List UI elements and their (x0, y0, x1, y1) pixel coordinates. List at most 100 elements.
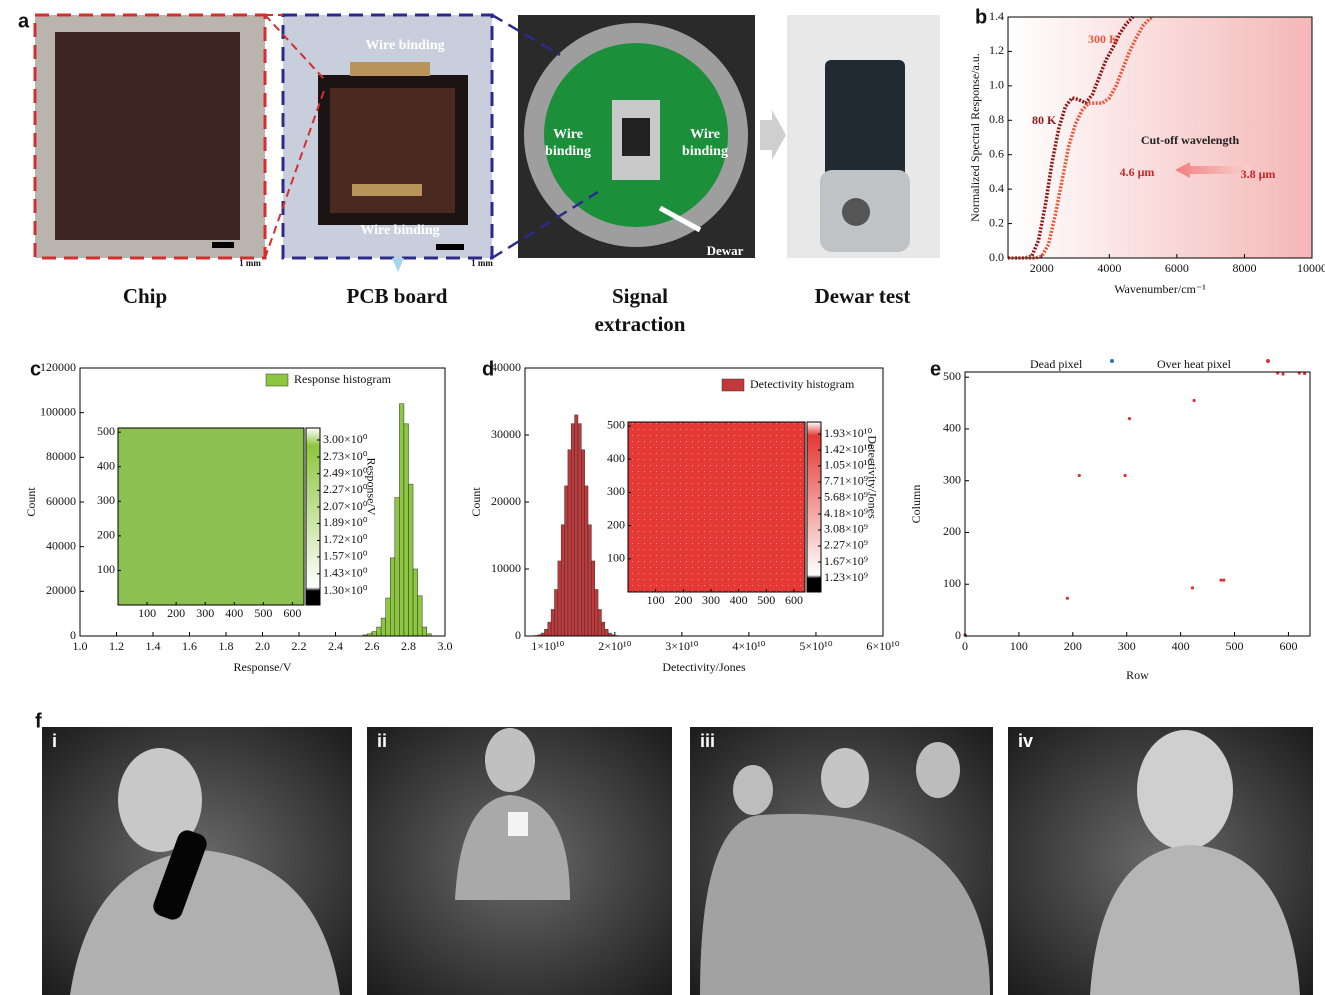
x-tick-label: 1.2 (109, 639, 124, 653)
x-tick-label: 200 (1064, 639, 1082, 653)
histogram-bar (587, 524, 592, 637)
annotation: Wire binding (682, 127, 728, 159)
histogram-bar (594, 589, 599, 637)
histogram-bar (571, 423, 575, 637)
inset-y-tick-label: 500 (97, 424, 115, 438)
histogram-bar (567, 449, 572, 637)
x-tick-label: 0 (962, 639, 968, 653)
arrow (760, 110, 786, 160)
y-axis-label: Column (909, 485, 923, 524)
plot-frame (964, 371, 1311, 637)
y-tick-label: 100000 (40, 404, 76, 418)
inset-y-tick-label: 400 (607, 451, 625, 465)
x-tick-label: 2000 (1030, 261, 1054, 275)
x-tick-label: 2.6 (365, 639, 380, 653)
scatter-point (1192, 398, 1196, 403)
histogram-bar (577, 423, 582, 637)
x-tick-label: 100 (1010, 639, 1028, 653)
x-axis-label: Row (1126, 668, 1149, 682)
x-axis-label: Wavenumber/cm⁻¹ (1114, 282, 1206, 296)
inset-y-tick-label: 200 (607, 517, 625, 531)
histogram-bar (564, 485, 569, 637)
x-tick-label: 4000 (1097, 261, 1121, 275)
panel-label: d (482, 358, 494, 380)
x-tick-label: 2.8 (401, 639, 416, 653)
histogram-bar (408, 483, 414, 637)
histogram-bar (584, 485, 589, 637)
panel-label: b (975, 6, 987, 28)
x-tick-label: 2.0 (255, 639, 270, 653)
caption: Signal extraction (594, 284, 686, 336)
y-tick-label: 500 (943, 369, 961, 383)
x-tick-label: 600 (1279, 639, 1297, 653)
inset-x-tick-label: 300 (702, 593, 720, 607)
colorbar-tick-label: 1.89×10⁰ (323, 515, 368, 529)
x-tick-label: 2.4 (328, 639, 343, 653)
photo-signal (491, 13, 755, 260)
y-tick-label: 1.0 (989, 78, 1004, 92)
arrow (1175, 162, 1250, 178)
inset-x-tick-label: 100 (647, 593, 665, 607)
colorbar-tick-label: 1.30×10⁰ (323, 583, 368, 597)
histogram-bar (544, 629, 549, 637)
histogram-bar (557, 560, 562, 637)
x-tick-label: 10000 (1297, 261, 1325, 275)
annotation: 4.6 μm (1120, 165, 1155, 179)
heatmap (117, 427, 305, 606)
y-tick-label: 40000 (46, 538, 76, 552)
x-tick-label: 500 (1226, 639, 1244, 653)
x-tick-label: 6000 (1165, 261, 1189, 275)
photo-label: i (52, 731, 57, 751)
scale-label: 1 mm (239, 258, 261, 268)
colorbar-tick-label: 1.57×10⁰ (323, 549, 368, 563)
histogram-bar (597, 609, 602, 637)
histogram-bar (560, 524, 565, 637)
scatter-point (1219, 578, 1223, 582)
histogram-bar (421, 626, 427, 637)
panel-label: e (930, 358, 941, 380)
caption: PCB board (346, 284, 448, 308)
inset-y-tick-label: 100 (607, 551, 625, 565)
data-line (1008, 15, 1155, 260)
inset-x-tick-label: 400 (730, 593, 748, 607)
scatter-point (1077, 473, 1081, 478)
legend-marker (1266, 359, 1270, 363)
photo-chip (33, 13, 267, 260)
y-tick-label: 20000 (491, 494, 521, 508)
colorbar-label: Detectivity/Jones (865, 435, 879, 519)
y-axis-label: Normalized Spectral Response/a.u. (968, 53, 982, 222)
scale-label: 1 mm (471, 258, 493, 268)
legend-swatch (721, 378, 745, 392)
y-tick-label: 0 (515, 628, 521, 642)
y-tick-label: 200 (943, 524, 961, 538)
x-tick-label: 5×10¹⁰ (799, 639, 832, 653)
photo-label: iv (1018, 731, 1033, 751)
inset-y-tick-label: 100 (97, 562, 115, 576)
histogram-bar (376, 626, 382, 637)
inset-x-tick-label: 600 (785, 593, 803, 607)
inset-y-tick-label: 200 (97, 528, 115, 542)
y-axis-label: Count (469, 487, 483, 517)
x-tick-label: 3.0 (438, 639, 453, 653)
y-tick-label: 0 (955, 628, 961, 642)
histogram-bar (581, 449, 585, 637)
scatter-point (1123, 473, 1127, 478)
inset-x-tick-label: 600 (283, 606, 301, 620)
x-tick-label: 6×10¹⁰ (866, 639, 899, 653)
colorbar-tick-label: 1.67×10⁹ (824, 554, 868, 568)
x-tick-label: 400 (1172, 639, 1190, 653)
colorbar (806, 421, 822, 593)
y-tick-label: 60000 (46, 494, 76, 508)
inset-x-tick-label: 200 (167, 606, 185, 620)
histogram-bar (417, 595, 423, 637)
y-tick-label: 1.4 (989, 9, 1004, 23)
colorbar-tick-label: 1.93×10¹⁰ (824, 426, 872, 440)
inset-x-tick-label: 400 (225, 606, 243, 620)
colorbar-tick-label: 1.23×10⁹ (824, 570, 868, 584)
histogram-bar (399, 403, 405, 637)
x-tick-label: 1.0 (73, 639, 88, 653)
annotation: Wire binding (365, 38, 445, 53)
scatter-point (1190, 586, 1195, 590)
x-tick-label: 2.2 (292, 639, 307, 653)
